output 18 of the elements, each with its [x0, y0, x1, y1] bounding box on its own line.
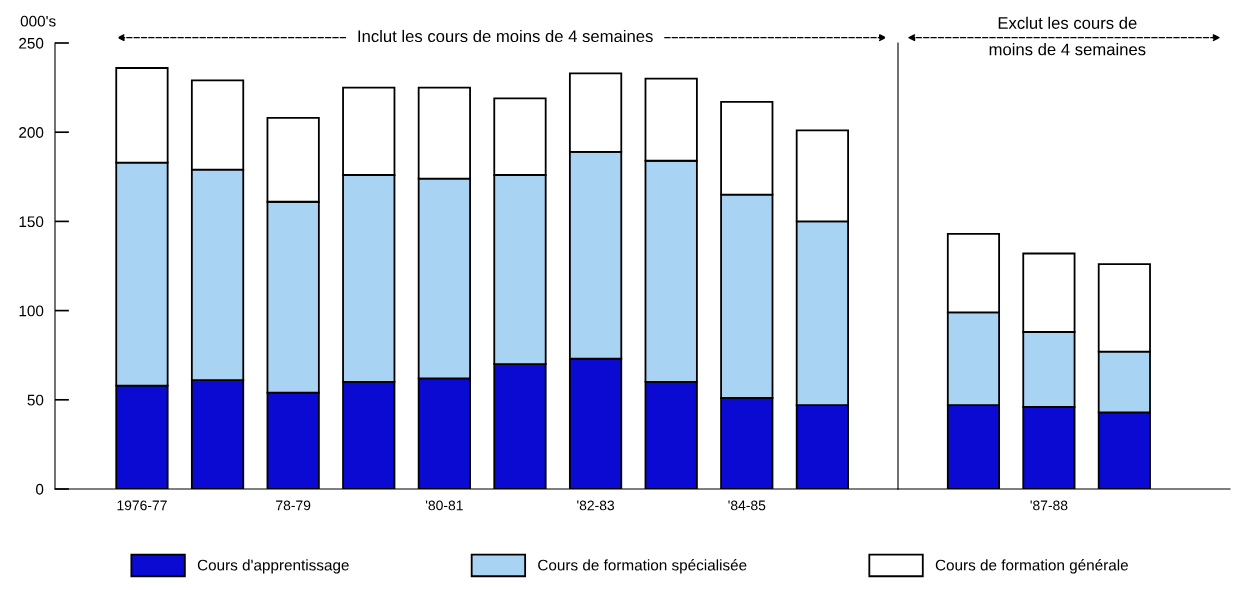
- y-tick-label: 0: [35, 483, 44, 495]
- y-tick-label: 150: [19, 216, 44, 228]
- x-tick-label: '84-85: [728, 500, 766, 511]
- y-tick-label: 100: [19, 305, 44, 317]
- y-tick-label: 200: [19, 127, 44, 138]
- x-tick-label: 1976-77: [117, 500, 167, 511]
- y-tick-label: 250: [19, 37, 44, 49]
- x-tick-label: 78-79: [276, 500, 311, 511]
- y-axis-title: 000's: [20, 15, 56, 27]
- y-tick-label: 50: [27, 394, 44, 406]
- annotation: Exclut les cours de moins de 4 semaines: [989, 16, 1146, 56]
- legend-label: Cours de formation spécialisée: [538, 559, 747, 574]
- x-tick-label: '80-81: [425, 500, 463, 511]
- x-tick-label: '87-88: [1030, 500, 1068, 511]
- x-tick-label: '82-83: [577, 500, 615, 511]
- legend-label: Cours d'apprentissage: [197, 559, 349, 574]
- legend-label: Cours de formation générale: [935, 559, 1128, 574]
- text: Inclut les cours de moins de 4 semaines: [358, 29, 653, 43]
